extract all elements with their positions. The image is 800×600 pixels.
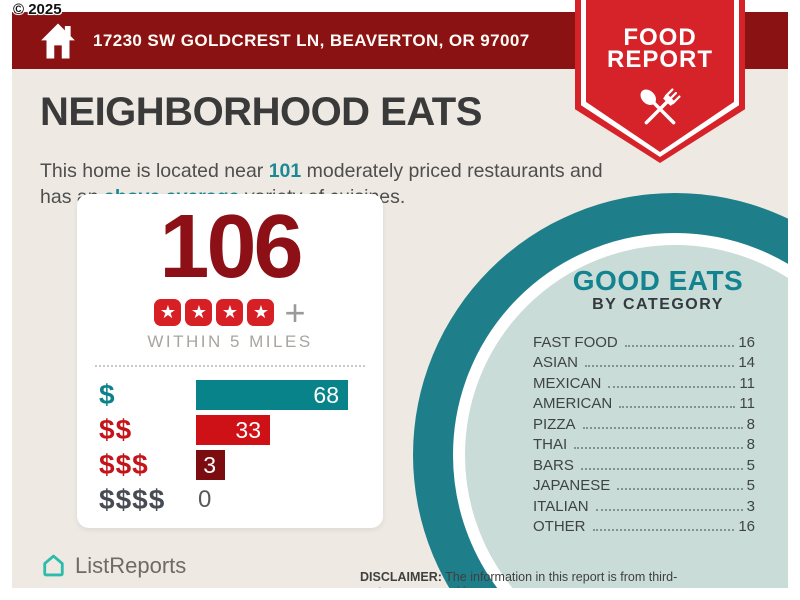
dotted-leader (574, 447, 743, 449)
category-value: 16 (738, 518, 755, 535)
category-list: FAST FOOD 16 ASIAN 14 MEXICAN 11 AMERICAN 11 PIZ… (533, 330, 755, 536)
category-value: 5 (746, 456, 755, 474)
price-bar-area: 3 (196, 450, 365, 480)
listreports-logo: ListReports (40, 552, 186, 579)
category-row: ITALIAN 3 (533, 494, 755, 515)
price-bar: 3 (196, 450, 225, 480)
category-value: 8 (746, 415, 755, 433)
dotted-leader (582, 426, 743, 429)
intro-text: This home is located near 101 moderately… (40, 158, 603, 210)
category-row: FAST FOOD 16 (533, 330, 755, 351)
star-icon: ★ (185, 299, 213, 326)
category-label: PIZZA (533, 415, 576, 433)
category-value: 16 (738, 333, 755, 351)
category-value: 11 (739, 395, 755, 412)
home-icon (41, 23, 75, 58)
price-row: $$$$ 0 (99, 484, 365, 515)
category-row: MEXICAN 11 (533, 371, 755, 392)
star-rating: ★ ★ ★ ★ + (77, 291, 383, 333)
category-label: MEXICAN (533, 374, 602, 392)
intro-text-part: This home is located near (40, 159, 269, 182)
star-icon: ★ (247, 299, 275, 326)
property-address: 17230 SW GOLDCREST LN, BEAVERTON, OR 970… (93, 30, 530, 50)
price-bar-area: 0 (196, 486, 365, 514)
category-value: 14 (738, 354, 755, 371)
brand-name: ListReports (75, 552, 187, 578)
ribbon-title-line1: FOOD (623, 24, 697, 51)
star-icon: ★ (216, 299, 244, 326)
price-label: $$ (99, 414, 133, 445)
price-label: $$$$ (99, 484, 166, 515)
dotted-leader (595, 508, 743, 511)
category-label: JAPANESE (533, 477, 611, 494)
category-label: ASIAN (533, 354, 579, 371)
restaurant-total-count: 106 (159, 197, 303, 297)
price-bar-area: 68 (196, 380, 365, 410)
category-row: BARS 5 (533, 453, 755, 474)
price-row: $$$ 3 (99, 449, 365, 480)
category-row: ASIAN 14 (533, 351, 755, 371)
price-value: 68 (313, 381, 339, 408)
price-bar-area: 33 (196, 415, 365, 445)
good-eats-panel: GOOD EATS BY CATEGORY FAST FOOD 16 ASIAN 14… (533, 267, 755, 536)
price-label: $$$ (99, 449, 149, 480)
page-title: NEIGHBORHOOD EATS (40, 90, 482, 134)
category-value: 5 (746, 477, 755, 494)
spoon-fork-crossed-icon (640, 88, 681, 125)
dotted-leader (592, 529, 735, 531)
star-icon: ★ (154, 299, 182, 326)
copyright-text: © 2025 (13, 1, 62, 18)
disclaimer-label: DISCLAIMER: (360, 569, 442, 584)
radius-caption: WITHIN 5 MILES (147, 332, 313, 351)
price-value: 0 (198, 486, 212, 513)
category-value: 11 (739, 374, 755, 392)
price-level-bar-chart: $68 $$ 33 $$$ 3 $$$$ 0 (99, 379, 365, 515)
category-label: OTHER (533, 518, 586, 535)
disclaimer-line1: The information in this report is from t… (360, 569, 678, 589)
dashed-divider (95, 365, 365, 367)
price-bar: 33 (196, 415, 270, 445)
category-row: OTHER 16 (533, 515, 755, 535)
category-label: AMERICAN (533, 395, 613, 412)
good-eats-subtitle: BY CATEGORY (592, 296, 724, 313)
summary-card: 106 ★ ★ ★ ★ + WITHIN 5 MILES $68 $$ 33 $$$ 3 $$$$… (77, 194, 383, 528)
category-value: 3 (746, 497, 755, 515)
category-label: FAST FOOD (533, 333, 618, 351)
dotted-leader (608, 385, 736, 388)
category-label: BARS (533, 456, 574, 474)
price-value: 33 (235, 416, 261, 443)
ribbon-content: FOOD REPORT (575, 0, 745, 142)
category-value: 8 (746, 436, 755, 453)
category-row: THAI 8 (533, 433, 755, 453)
intro-text-part: moderately priced restaurants and (301, 159, 603, 182)
category-row: JAPANESE 5 (533, 474, 755, 494)
good-eats-title: GOOD EATS (572, 265, 744, 296)
price-row: $$ 33 (99, 414, 365, 445)
category-row: PIZZA 8 (533, 412, 755, 433)
plus-icon: + (284, 291, 306, 333)
restaurant-count-highlight: 101 (268, 159, 302, 182)
category-label: ITALIAN (533, 497, 589, 515)
ribbon-title-line2: REPORT (606, 46, 713, 73)
dotted-leader (585, 365, 735, 367)
price-row: $68 (99, 379, 365, 410)
dotted-leader (619, 406, 736, 408)
price-label: $ (99, 379, 116, 410)
disclaimer-text: DISCLAIMER: The information in this repo… (360, 570, 690, 589)
dotted-leader (624, 344, 735, 347)
dotted-leader (617, 488, 743, 490)
price-bar: 68 (196, 380, 348, 410)
price-value: 3 (203, 451, 216, 478)
listreports-house-icon (43, 554, 64, 577)
dotted-leader (580, 467, 743, 470)
category-label: THAI (533, 436, 568, 453)
category-row: AMERICAN 11 (533, 392, 755, 412)
